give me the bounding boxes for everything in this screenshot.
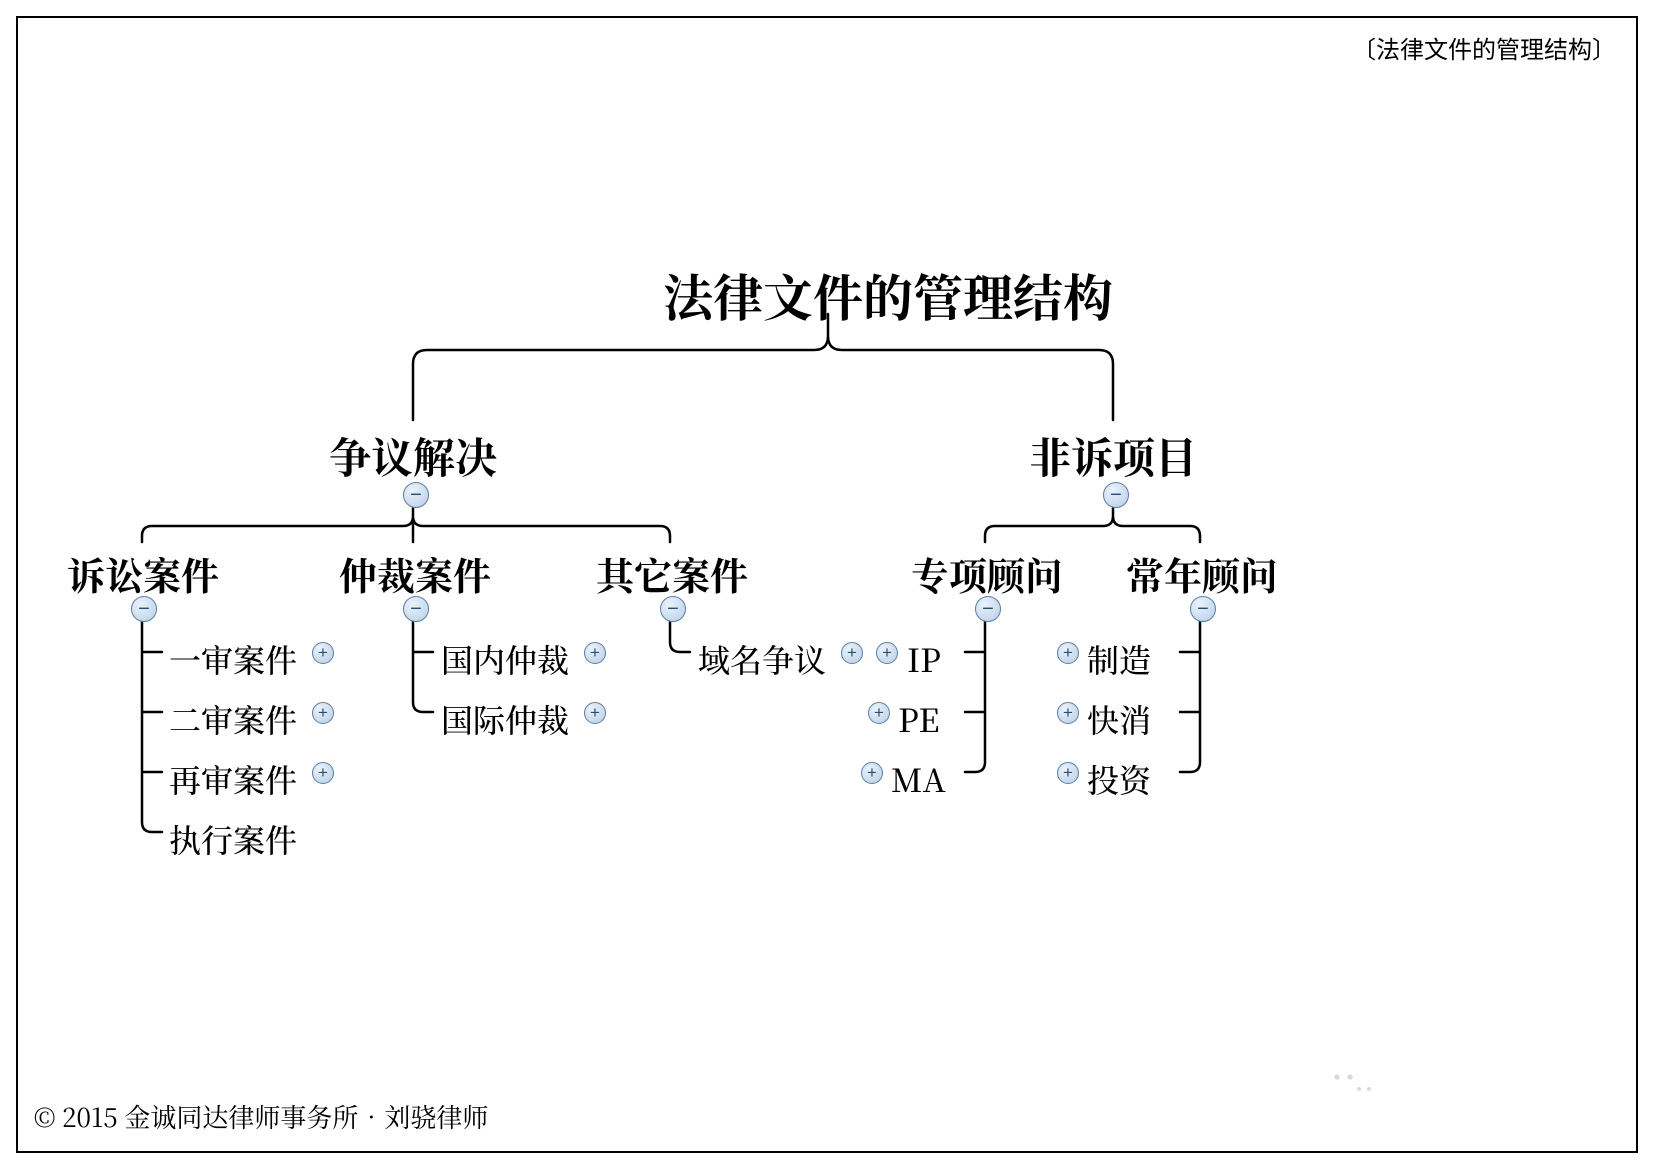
leaf-node: 投资 (1087, 756, 1151, 802)
collapse-icon[interactable]: − (975, 596, 1001, 622)
leaf-node: 再审案件 (169, 756, 297, 802)
leaf-node: IP (907, 636, 941, 682)
leaf-node: 制造 (1087, 636, 1151, 682)
expand-icon[interactable]: + (1057, 762, 1079, 784)
mindmap-diagram: 法律文件的管理结构 争议解决 − 非诉项目 − 诉讼案件 − 仲裁案件 − 其它… (16, 16, 1638, 1153)
leaf-node: 国际仲裁 (441, 696, 569, 742)
collapse-icon[interactable]: − (1103, 482, 1129, 508)
connector-lines (16, 16, 1638, 1153)
expand-icon[interactable]: + (876, 642, 898, 664)
collapse-icon[interactable]: − (1190, 596, 1216, 622)
leaf-node: 二审案件 (169, 696, 297, 742)
expand-icon[interactable]: + (584, 702, 606, 724)
node-perm: 常年顾问 (1126, 546, 1278, 601)
leaf-node: 快消 (1087, 696, 1151, 742)
leaf-node: MA (891, 756, 946, 802)
expand-icon[interactable]: + (584, 642, 606, 664)
leaf-node: 域名争议 (698, 636, 826, 682)
leaf-node: 执行案件 (169, 816, 297, 862)
collapse-icon[interactable]: − (131, 596, 157, 622)
expand-icon[interactable]: + (841, 642, 863, 664)
collapse-icon[interactable]: − (403, 596, 429, 622)
expand-icon[interactable]: + (861, 762, 883, 784)
node-spec: 专项顾问 (911, 546, 1063, 601)
expand-icon[interactable]: + (312, 762, 334, 784)
leaf-node: 一审案件 (169, 636, 297, 682)
expand-icon[interactable]: + (312, 642, 334, 664)
node-dispute: 争议解决 (329, 426, 497, 486)
leaf-node: PE (898, 696, 939, 742)
node-root: 法律文件的管理结构 (663, 259, 1113, 331)
collapse-icon[interactable]: − (403, 482, 429, 508)
collapse-icon[interactable]: − (660, 596, 686, 622)
node-arbitration: 仲裁案件 (339, 546, 491, 601)
leaf-node: 国内仲裁 (441, 636, 569, 682)
expand-icon[interactable]: + (1057, 702, 1079, 724)
expand-icon[interactable]: + (312, 702, 334, 724)
copyright-text: © 2015 金诚同达律师事务所•刘骁律师 (34, 1098, 488, 1135)
node-nonlit: 非诉项目 (1029, 426, 1197, 486)
node-litigation: 诉讼案件 (67, 546, 219, 601)
expand-icon[interactable]: + (868, 702, 890, 724)
page: 〔法律文件的管理结构〕 法律文件的管理结构 争议解决 − 非诉项目 − (0, 0, 1654, 1169)
node-other: 其它案件 (596, 546, 748, 601)
expand-icon[interactable]: + (1057, 642, 1079, 664)
